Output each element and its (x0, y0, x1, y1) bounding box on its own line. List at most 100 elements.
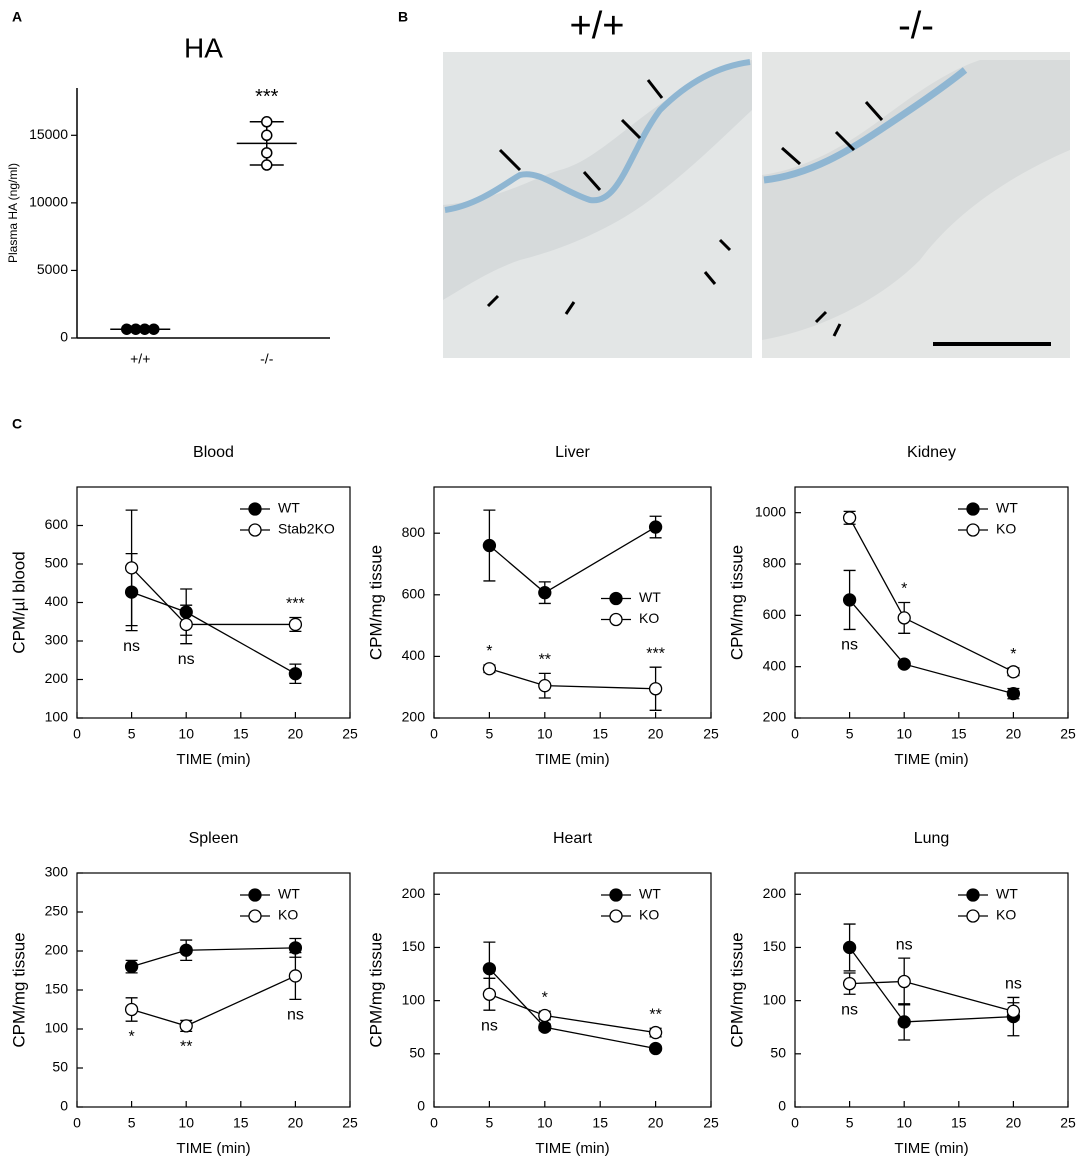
y-tick-label: 100 (402, 991, 426, 1007)
annotation: ns (841, 637, 858, 654)
data-point (148, 323, 160, 335)
y-tick-label: 10000 (29, 194, 68, 210)
marker (538, 1008, 552, 1023)
chart-title: Blood (193, 444, 234, 461)
marker (124, 1002, 139, 1017)
x-tick-label: 20 (288, 726, 304, 742)
legend-marker (966, 523, 980, 537)
marker (179, 943, 193, 957)
legend-label: WT (996, 500, 1018, 516)
y-axis-label: CPM/mg tissue (366, 932, 385, 1047)
x-tick-label: 15 (233, 726, 249, 742)
annotation: * (1010, 646, 1016, 663)
y-tick-label: 200 (402, 709, 426, 725)
annotation: ns (178, 651, 195, 668)
y-tick-label: 0 (60, 329, 68, 345)
y-tick-label: 300 (45, 864, 69, 880)
y-tick-label: 1000 (755, 503, 786, 519)
marker (897, 657, 911, 671)
marker (288, 969, 303, 983)
y-tick-label: 200 (763, 885, 787, 901)
x-tick-label: 20 (1006, 726, 1022, 742)
y-tick-label: 50 (52, 1059, 68, 1075)
y-tick-label: 800 (763, 555, 787, 571)
x-tick-label: 20 (1006, 1115, 1022, 1131)
x-tick-label: 25 (1060, 726, 1076, 742)
y-axis-label: CPM/mg tissue (366, 545, 385, 660)
legend-marker (248, 502, 262, 516)
y-tick-label: 50 (770, 1045, 786, 1061)
y-tick-label: 400 (402, 647, 426, 663)
x-tick-label: 15 (592, 1115, 608, 1131)
marker (1006, 686, 1021, 701)
x-tick-label: 25 (1060, 1115, 1076, 1131)
x-tick-label: 5 (128, 726, 136, 742)
plot-frame (794, 872, 1069, 1108)
y-tick-label: 150 (45, 981, 69, 997)
series-line (849, 517, 1014, 673)
image-label: -/- (898, 5, 934, 47)
y-tick-label: 250 (45, 903, 69, 919)
x-tick-label: 15 (233, 1115, 249, 1131)
series-line (849, 599, 1014, 695)
x-tick-label: 10 (537, 726, 553, 742)
annotation: * (542, 989, 548, 1006)
marker (124, 585, 139, 599)
legend-label: KO (639, 610, 659, 626)
marker (648, 1025, 663, 1040)
annotation: ** (649, 1007, 661, 1024)
x-tick-label: 10 (178, 726, 194, 742)
marker (842, 976, 857, 991)
y-tick-label: 0 (417, 1098, 425, 1114)
x-tick-label: -/- (260, 351, 274, 367)
y-tick-label: 50 (409, 1045, 425, 1061)
series-line (131, 975, 296, 1027)
marker (288, 667, 303, 681)
x-tick-label: 20 (288, 1115, 304, 1131)
annotation: ns (896, 936, 913, 953)
x-tick-label: 25 (703, 1115, 719, 1131)
chart-title: Kidney (907, 444, 956, 461)
series-line (131, 591, 296, 675)
plot-frame (433, 872, 712, 1108)
marker (288, 941, 303, 955)
marker (1006, 665, 1021, 679)
annotation: ns (287, 1007, 304, 1024)
y-tick-label: 300 (45, 632, 69, 648)
arrow (486, 79, 732, 315)
legend-marker (609, 909, 623, 923)
tissue (762, 60, 1070, 340)
plot-frame (76, 872, 351, 1108)
marker (1006, 1004, 1021, 1018)
marker (482, 987, 497, 1001)
x-tick-label: 0 (791, 1115, 799, 1131)
annotation: *** (646, 645, 665, 662)
legend-label: WT (278, 886, 300, 902)
plot-frame (794, 486, 1069, 719)
marker (842, 940, 857, 955)
data-point (261, 159, 273, 171)
y-tick-label: 100 (763, 991, 787, 1007)
y-tick-label: 150 (402, 938, 426, 954)
y-axis-label: CPM/µl blood (9, 551, 28, 653)
y-tick-label: 100 (45, 709, 69, 725)
y-tick-label: 200 (45, 942, 69, 958)
y-tick-label: 200 (763, 709, 787, 725)
x-tick-label: 25 (703, 726, 719, 742)
marker (648, 520, 663, 534)
x-tick-label: 10 (896, 726, 912, 742)
legend-marker (609, 888, 623, 902)
legend-label: KO (639, 907, 659, 923)
panel-label: B (398, 9, 408, 25)
marker (538, 585, 552, 600)
data-point (261, 147, 273, 159)
chart-title: Spleen (189, 830, 239, 847)
marker (179, 605, 193, 619)
marker (482, 538, 497, 553)
y-tick-label: 600 (763, 606, 787, 622)
annotation: ** (539, 652, 551, 669)
x-tick-label: 5 (846, 1115, 854, 1131)
marker (842, 593, 857, 607)
y-tick-label: 400 (763, 657, 787, 673)
